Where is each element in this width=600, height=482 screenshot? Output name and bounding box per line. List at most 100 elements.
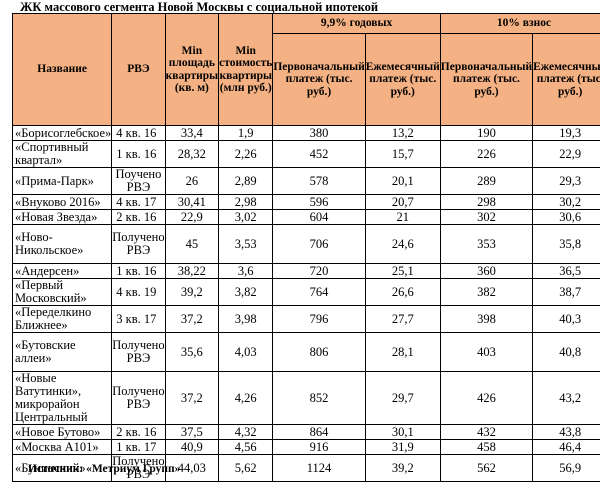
initial-payment-2-cell: 298 [440, 195, 532, 210]
name-cell: «Новое Бутово» [13, 425, 112, 440]
monthly-payment-1-cell: 20,7 [365, 195, 440, 210]
initial-payment-2-cell: 398 [440, 306, 532, 333]
initial-payment-1-cell: 706 [273, 225, 365, 264]
initial-payment-1-cell: 852 [273, 372, 365, 425]
monthly-payment-2-cell: 43,2 [533, 372, 600, 425]
initial-payment-1-cell: 720 [273, 264, 365, 279]
monthly-payment-2-cell: 46,4 [533, 440, 600, 455]
name-cell: «Новые Ватутинки», микрорайон Центральны… [13, 372, 112, 425]
initial-payment-2-cell: 458 [440, 440, 532, 455]
monthly-payment-1-cell: 29,7 [365, 372, 440, 425]
monthly-payment-2-cell: 56,9 [533, 455, 600, 482]
monthly-payment-1-cell: 27,7 [365, 306, 440, 333]
cost-cell: 3,82 [219, 279, 273, 306]
monthly-payment-2-cell: 30,6 [533, 210, 600, 225]
cost-cell: 3,02 [219, 210, 273, 225]
area-cell: 37,2 [165, 306, 218, 333]
area-cell: 45 [165, 225, 218, 264]
monthly-payment-2-cell: 36,5 [533, 264, 600, 279]
initial-payment-2-cell: 302 [440, 210, 532, 225]
initial-payment-2-cell: 353 [440, 225, 532, 264]
monthly-payment-1-cell: 20,1 [365, 168, 440, 195]
cost-cell: 4,32 [219, 425, 273, 440]
initial-payment-2-cell: 289 [440, 168, 532, 195]
area-cell: 35,6 [165, 333, 218, 372]
monthly-payment-2-cell: 22,9 [533, 141, 600, 168]
cost-cell: 5,62 [219, 455, 273, 482]
monthly-payment-2-cell: 35,8 [533, 225, 600, 264]
area-cell: 39,2 [165, 279, 218, 306]
cost-cell: 3,98 [219, 306, 273, 333]
cost-cell: 2,98 [219, 195, 273, 210]
rve-cell: 4 кв. 16 [112, 126, 165, 141]
monthly-payment-1-cell: 39,2 [365, 455, 440, 482]
monthly-payment-2-cell: 43,8 [533, 425, 600, 440]
initial-payment-2-cell: 360 [440, 264, 532, 279]
name-cell: «Новая Звезда» [13, 210, 112, 225]
col-header-monthly-payment-2: Ежемесячный платеж (тыс. руб.) [533, 34, 600, 126]
monthly-payment-1-cell: 25,1 [365, 264, 440, 279]
name-cell: «Борисоглебское» [13, 126, 112, 141]
group-header-rate: 9,9% годовых [273, 14, 440, 34]
initial-payment-2-cell: 403 [440, 333, 532, 372]
monthly-payment-1-cell: 24,6 [365, 225, 440, 264]
area-cell: 40,9 [165, 440, 218, 455]
name-cell: «Бутовские аллеи» [13, 333, 112, 372]
name-cell: «Переделкино Ближнее» [13, 306, 112, 333]
area-cell: 26 [165, 168, 218, 195]
table-row: «Новые Ватутинки», микрорайон Центральны… [13, 372, 600, 425]
initial-payment-1-cell: 380 [273, 126, 365, 141]
cost-cell: 4,26 [219, 372, 273, 425]
name-cell: «Внуково 2016» [13, 195, 112, 210]
col-header-initial-payment-2: Первоначальный платеж (тыс. руб.) [440, 34, 532, 126]
area-cell: 30,41 [165, 195, 218, 210]
col-header-min-cost: Min стоимость квартиры (млн руб.) [219, 14, 273, 126]
monthly-payment-1-cell: 30,1 [365, 425, 440, 440]
source-note: Источник: «Метриум Групп» [28, 463, 180, 475]
monthly-payment-1-cell: 31,9 [365, 440, 440, 455]
name-cell: «Прима-Парк» [13, 168, 112, 195]
initial-payment-2-cell: 562 [440, 455, 532, 482]
monthly-payment-2-cell: 29,3 [533, 168, 600, 195]
cost-cell: 4,03 [219, 333, 273, 372]
rve-cell: 4 кв. 17 [112, 195, 165, 210]
initial-payment-1-cell: 604 [273, 210, 365, 225]
rve-cell: 4 кв. 19 [112, 279, 165, 306]
initial-payment-2-cell: 426 [440, 372, 532, 425]
rve-cell: 3 кв. 17 [112, 306, 165, 333]
name-cell: «Москва А101» [13, 440, 112, 455]
initial-payment-2-cell: 382 [440, 279, 532, 306]
initial-payment-1-cell: 1124 [273, 455, 365, 482]
monthly-payment-1-cell: 26,6 [365, 279, 440, 306]
col-header-name: Название [13, 14, 112, 126]
rve-cell: Получено РВЭ [112, 225, 165, 264]
rve-cell: 2 кв. 16 [112, 425, 165, 440]
col-header-monthly-payment-1: Ежемесячный платеж (тыс. руб.) [365, 34, 440, 126]
initial-payment-1-cell: 864 [273, 425, 365, 440]
monthly-payment-2-cell: 38,7 [533, 279, 600, 306]
rve-cell: Поучено РВЭ [112, 168, 165, 195]
monthly-payment-1-cell: 13,2 [365, 126, 440, 141]
col-header-rve: РВЭ [112, 14, 165, 126]
initial-payment-1-cell: 796 [273, 306, 365, 333]
initial-payment-2-cell: 432 [440, 425, 532, 440]
initial-payment-1-cell: 596 [273, 195, 365, 210]
cost-cell: 2,89 [219, 168, 273, 195]
area-cell: 37,2 [165, 372, 218, 425]
monthly-payment-2-cell: 19,3 [533, 126, 600, 141]
cost-cell: 4,56 [219, 440, 273, 455]
area-cell: 28,32 [165, 141, 218, 168]
group-header-downpayment: 10% взнос [440, 14, 600, 34]
mortgage-table: Название РВЭ Min площадь квартиры (кв. м… [12, 13, 600, 482]
name-cell: «Ново-Никольское» [13, 225, 112, 264]
initial-payment-1-cell: 916 [273, 440, 365, 455]
initial-payment-1-cell: 764 [273, 279, 365, 306]
